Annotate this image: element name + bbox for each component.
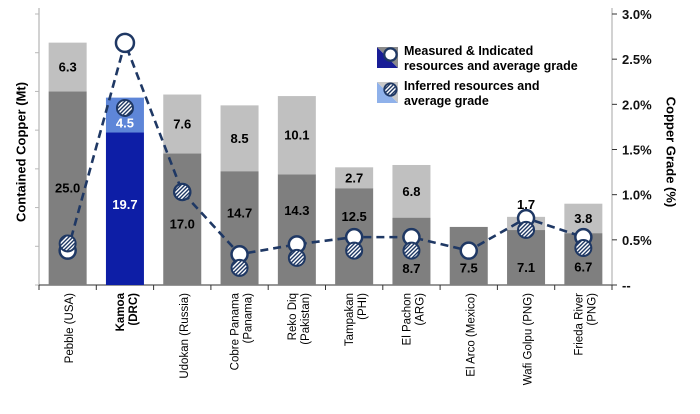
right-axis-tick-label: 3.0% xyxy=(622,7,652,22)
right-axis-title: Copper Grade (%) xyxy=(663,96,679,208)
right-axis-tick-label: -- xyxy=(622,278,631,293)
left-axis-title: Contained Copper (Mt) xyxy=(13,81,29,223)
legend-icon-inferred-marker xyxy=(383,82,398,97)
right-axis-tick-label: 2.5% xyxy=(622,52,652,67)
grade-marker-inferred xyxy=(402,241,421,260)
bar-value-inferred: 2.7 xyxy=(345,170,363,185)
bar-value-inferred: 7.6 xyxy=(173,116,191,131)
bar-value-inferred: 6.3 xyxy=(59,60,77,75)
bar-value-inferred: 1.7 xyxy=(517,197,535,212)
bar-inferred xyxy=(48,42,87,92)
grade-marker-inferred xyxy=(58,234,77,253)
legend-icon-measured-marker xyxy=(383,47,398,62)
category-label: Frieda River xyxy=(573,293,585,356)
bar-measured xyxy=(277,174,316,285)
bar-inferred xyxy=(163,94,202,154)
category-label: Tampakan xyxy=(344,293,356,346)
bar-value-measured: 12.5 xyxy=(341,209,366,224)
category-label: (Panama) xyxy=(243,293,255,344)
bar-inferred xyxy=(220,105,259,172)
bar-measured xyxy=(507,230,546,285)
bar-inferred xyxy=(277,96,316,175)
right-axis-tick-label: 1.0% xyxy=(622,188,652,203)
category-label: El Arco (Mexico) xyxy=(465,293,477,377)
grade-marker-inferred xyxy=(287,248,306,267)
category-label: (PNG) xyxy=(586,293,598,326)
bar-value-measured: 8.7 xyxy=(402,261,420,276)
category-label: Pebble (USA) xyxy=(64,293,76,363)
category-label: (Pakistan) xyxy=(300,293,312,345)
bar-inferred xyxy=(392,164,431,218)
bar-value-inferred: 3.8 xyxy=(574,211,592,226)
category-label: El Pachon xyxy=(401,293,413,345)
bar-value-inferred: 8.5 xyxy=(231,131,249,146)
bar-value-measured: 6.7 xyxy=(574,260,592,275)
right-axis-tick-label: 0.5% xyxy=(622,233,652,248)
category-label: (PHI) xyxy=(357,293,369,320)
grade-marker-inferred xyxy=(230,258,249,277)
category-label: Wafi Golpu (PNG) xyxy=(523,293,535,385)
legend-label-measured: Measured & Indicated resources and avera… xyxy=(404,44,578,73)
bar-value-measured: 25.0 xyxy=(55,181,80,196)
bar-value-inferred: 10.1 xyxy=(284,128,309,143)
category-label: (ARG) xyxy=(414,293,426,326)
right-axis-tick-label: 1.5% xyxy=(622,143,652,158)
category-label: (DRC) xyxy=(128,293,140,326)
bar-inferred xyxy=(335,167,374,189)
bar-measured xyxy=(163,153,202,285)
bar-value-measured: 14.7 xyxy=(227,206,252,221)
grade-line xyxy=(66,38,584,256)
category-label: Cobre Panama xyxy=(230,292,242,370)
bar-value-measured: 14.3 xyxy=(284,203,309,218)
bar-value-measured: 17.0 xyxy=(170,217,195,232)
bar-value-inferred: 6.8 xyxy=(402,184,420,199)
category-label: Reko Diq xyxy=(287,293,299,340)
grade-marker-inferred xyxy=(574,238,593,257)
grade-marker-inferred xyxy=(173,182,192,201)
grade-marker-inferred xyxy=(345,241,364,260)
legend-label-inferred: Inferred resources and average grade xyxy=(404,79,540,108)
bar-value-measured: 7.5 xyxy=(460,260,478,275)
bar-measured-kamoa xyxy=(105,132,144,285)
bar-value-measured: 7.1 xyxy=(517,260,535,275)
bar-value-inferred: 4.5 xyxy=(116,116,134,131)
grade-marker-inferred xyxy=(115,98,134,117)
right-axis-tick-label: 2.0% xyxy=(622,97,652,112)
bar-value-measured: 19.7 xyxy=(112,197,137,212)
category-label: Kamoa xyxy=(115,292,127,331)
grade-marker-measured xyxy=(459,241,478,260)
grade-marker-measured xyxy=(114,32,136,54)
grade-marker-inferred xyxy=(517,220,536,239)
category-label: Udokan (Russia) xyxy=(179,293,191,379)
